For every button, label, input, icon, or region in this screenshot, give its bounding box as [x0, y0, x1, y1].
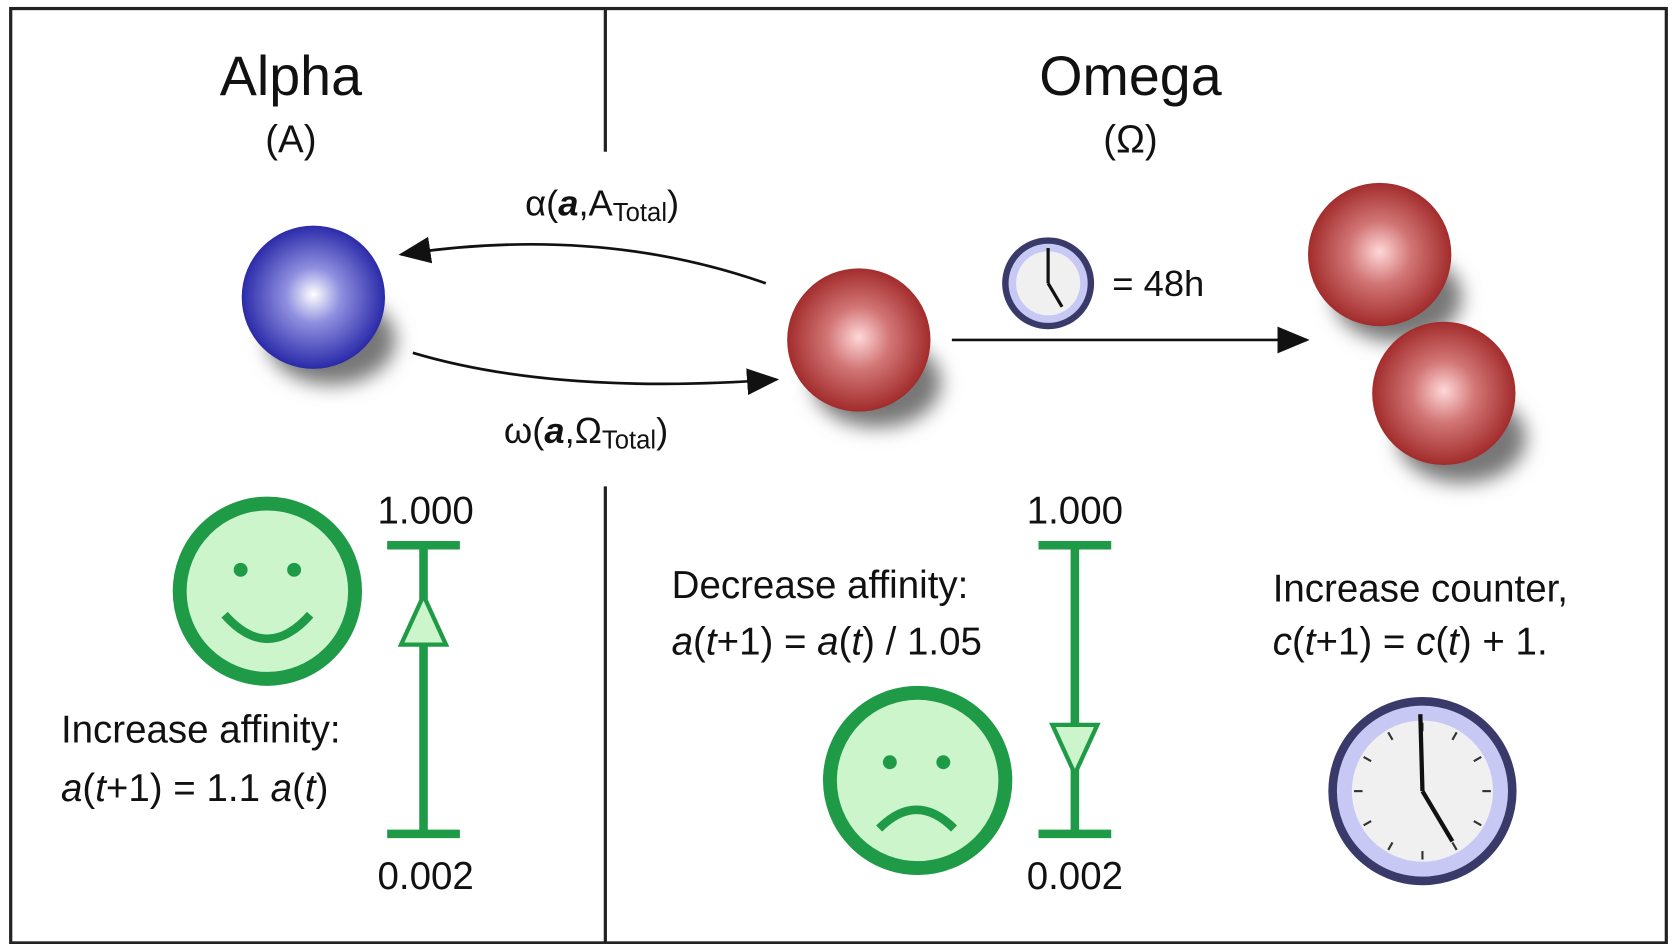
label-part: a: [558, 182, 578, 223]
sad-face: [830, 693, 1005, 868]
label-part: ): [656, 410, 668, 451]
rule-heading: Decrease affinity:: [672, 564, 969, 607]
formula-part: ) + 1.: [1459, 621, 1548, 664]
scale-min: 0.002: [378, 855, 474, 898]
formula-part: (: [1435, 621, 1448, 664]
label-part: a: [544, 410, 564, 451]
diagram: Alpha (A) Omega (Ω) α(a,ATotal) ω(a,ΩTot…: [0, 0, 1677, 944]
scale-max: 1.000: [378, 489, 474, 532]
formula-part: c: [1416, 621, 1435, 664]
formula-part: c: [1273, 621, 1292, 664]
label-part: Total: [613, 199, 667, 227]
formula-part: (: [82, 767, 95, 810]
rule-heading: Increase counter,: [1273, 567, 1568, 610]
affinity-scale: [1038, 545, 1111, 834]
happy-face: [180, 504, 355, 679]
arrow: [413, 353, 777, 384]
formula-part: a: [271, 767, 292, 810]
formula-part: (: [839, 621, 852, 664]
formula-part: ) / 1.05: [862, 621, 982, 664]
transition-label: ω(a,ΩTotal): [504, 410, 668, 455]
formula-part: ): [316, 767, 329, 810]
transition-label: α(a,ATotal): [525, 182, 679, 227]
rule-heading: Increase affinity:: [61, 708, 341, 751]
label-part: ,A: [578, 182, 613, 223]
small-clock: [1005, 241, 1091, 327]
formula-part: +1) =: [1316, 621, 1417, 664]
big-clock: [1333, 701, 1513, 881]
formula-part: a: [672, 621, 693, 664]
panel-title: Omega: [1039, 45, 1221, 107]
formula-part: (: [292, 767, 305, 810]
affinity-scale: [387, 545, 460, 834]
label-part: Total: [602, 426, 656, 454]
formula-part: (: [693, 621, 706, 664]
formula-part: +1) = 1.1: [106, 767, 271, 810]
duration-label: = 48h: [1112, 263, 1204, 304]
formula-part: a: [817, 621, 838, 664]
arrow: [401, 244, 766, 283]
rule-formula: c(t+1) = c(t) + 1.: [1273, 621, 1548, 664]
label-part: α(: [525, 182, 558, 223]
panel-symbol: (Ω): [1103, 118, 1157, 161]
scale-max: 1.000: [1027, 489, 1123, 532]
panel-symbol: (A): [265, 118, 316, 161]
rule-formula: a(t+1) = a(t) / 1.05: [672, 621, 982, 664]
label-part: ω(: [504, 410, 544, 451]
label-part: ): [667, 182, 679, 223]
formula-part: +1) =: [717, 621, 818, 664]
scale-min: 0.002: [1027, 855, 1123, 898]
panel-title: Alpha: [220, 45, 362, 107]
formula-part: (: [1292, 621, 1305, 664]
rule-formula: a(t+1) = 1.1 a(t): [61, 767, 329, 810]
spheres: [242, 183, 1526, 483]
formula-part: a: [61, 767, 82, 810]
label-part: ,Ω: [565, 410, 602, 451]
